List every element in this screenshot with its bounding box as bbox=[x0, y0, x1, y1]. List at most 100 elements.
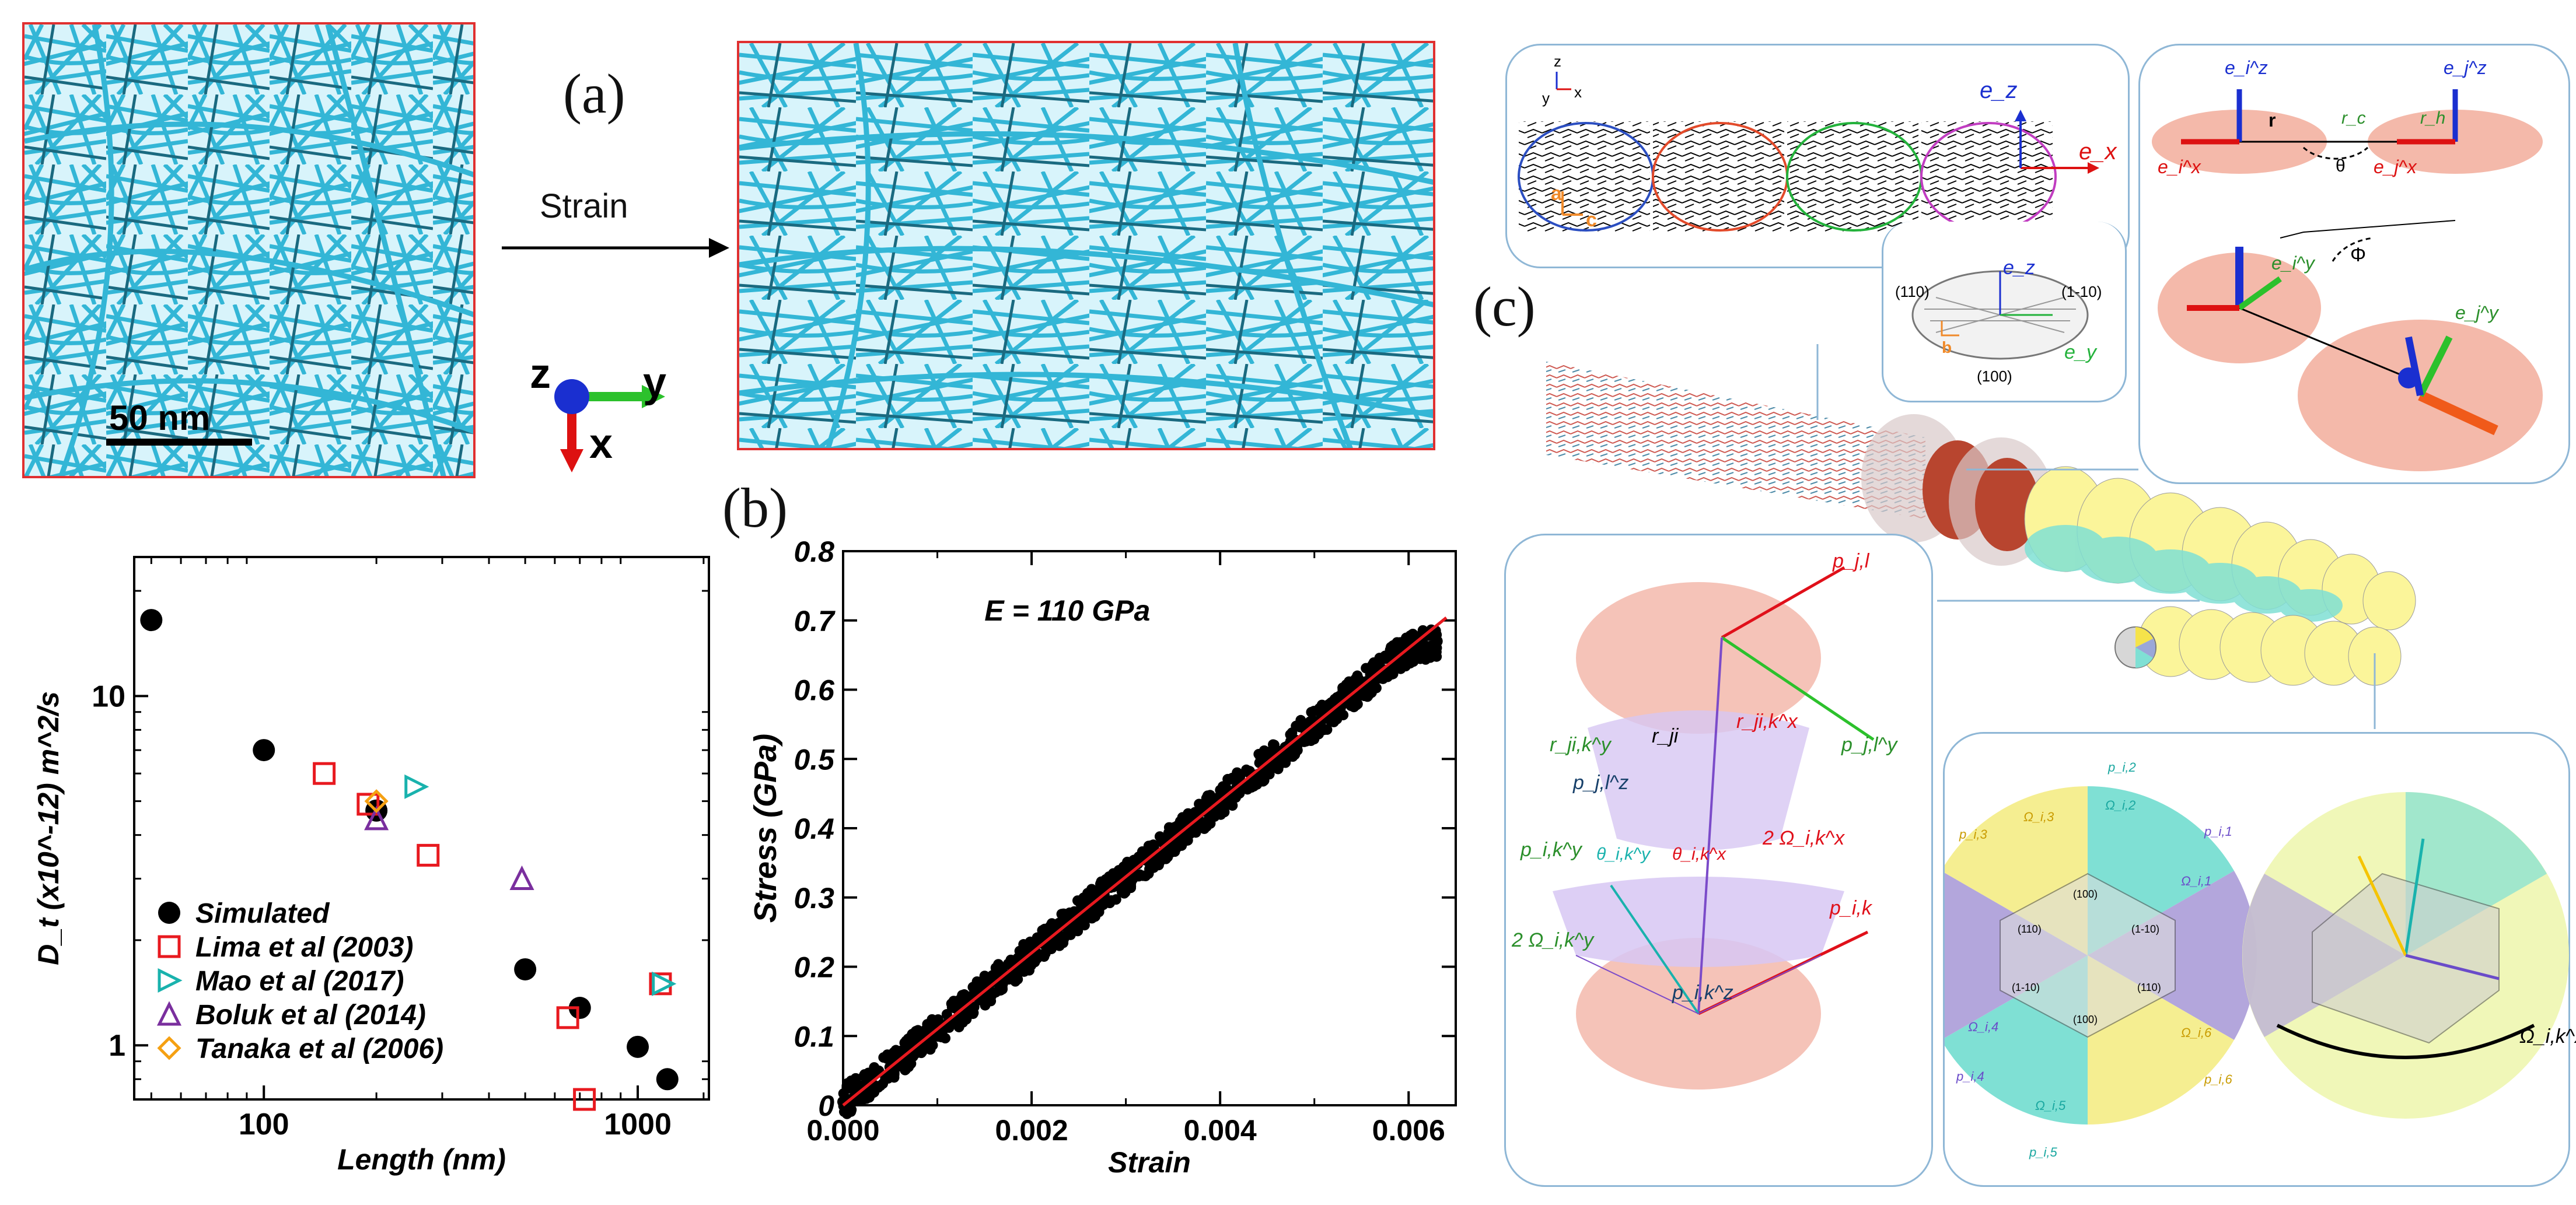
stress-data-point bbox=[1253, 748, 1264, 759]
stress-data-point bbox=[1301, 735, 1312, 747]
diffusion-legend-label: Tanaka et al (2006) bbox=[195, 1034, 443, 1064]
patch-pjl-y-label: p_j,l^y bbox=[1841, 734, 1897, 756]
stress-data-point bbox=[1065, 919, 1076, 930]
pair-ei-y-label: e_i^y bbox=[2271, 253, 2315, 274]
stress-data-point bbox=[968, 1007, 979, 1018]
stress-data-point bbox=[1411, 650, 1422, 661]
pair-r-label: r bbox=[2269, 110, 2276, 131]
pair-phi-label: Φ bbox=[2350, 244, 2367, 266]
stress-data-point bbox=[903, 1033, 914, 1044]
stress-data-point bbox=[913, 1025, 924, 1036]
pair-ei-x-label: e_i^x bbox=[2158, 156, 2201, 177]
stress-annotation: E = 110 GPa bbox=[984, 594, 1150, 627]
patch-pjl-z-label: p_j,l^z bbox=[1573, 772, 1629, 794]
stress-x-tick-label: 0.002 bbox=[995, 1114, 1068, 1147]
stress-data-point bbox=[1306, 706, 1317, 717]
wheel-label-o1: Ω_i,1 bbox=[2181, 874, 2212, 888]
axis-z-label: z bbox=[530, 351, 551, 397]
pair-ei-z-label: e_i^z bbox=[2225, 57, 2268, 78]
stress-data-point bbox=[1230, 792, 1241, 803]
wheel-omega-x-label: Ω_i,k^x bbox=[2519, 1025, 2576, 1048]
stress-data-point bbox=[1089, 911, 1100, 922]
patch-omega-x-label: 2 Ω_i,k^x bbox=[1763, 827, 1845, 849]
wheel-label-p5: p_i,5 bbox=[2029, 1145, 2057, 1160]
diffusion-point-tanaka bbox=[157, 1036, 181, 1060]
diffusion-x-tick-label: 100 bbox=[239, 1108, 289, 1141]
wheel-label-o4: Ω_i,4 bbox=[1968, 1020, 1999, 1034]
stress-strain-chart: 0.000 0.002 0.004 0.006 0 0.1 0.2 0.3 0.4 0.5 0.6 0… bbox=[748, 535, 1457, 1179]
patch-wheel-drawing bbox=[1918, 786, 2569, 1125]
diffusion-point-mao bbox=[652, 971, 677, 996]
stress-data-point bbox=[1047, 941, 1058, 952]
diffusion-y-axis-label: D_t (x10^-12) m^2/s bbox=[32, 691, 65, 965]
stress-data-point bbox=[1359, 691, 1370, 702]
stress-data-point bbox=[1395, 663, 1406, 674]
strain-arrow bbox=[502, 238, 729, 258]
stress-x-tick-label: 0.000 bbox=[806, 1114, 879, 1147]
facet-1m10-label: (1-10) bbox=[2061, 283, 2102, 300]
stress-data-point bbox=[1218, 806, 1229, 817]
coord-y-label: y bbox=[1542, 89, 1550, 107]
panel-a-label: (a) bbox=[563, 62, 625, 125]
patch-pik-label: p_i,k bbox=[1830, 897, 1872, 919]
diffusion-x-tick-label: 1000 bbox=[604, 1108, 672, 1141]
patch-interaction-panel: p_j,l p_j,l^y r_ji r_ji,k^x r_ji,k^y p_j… bbox=[1504, 534, 1933, 1187]
stress-data-point bbox=[1390, 656, 1401, 667]
diffusion-point-mao bbox=[404, 774, 429, 799]
coarse-grained-chain bbox=[1546, 344, 2416, 729]
patch-pik-y-label: p_i,k^y bbox=[1521, 839, 1582, 861]
wheel-label-p3: p_i,3 bbox=[1959, 827, 1987, 842]
stress-data-point bbox=[1128, 854, 1140, 866]
diffusion-point-simulated bbox=[656, 1068, 679, 1091]
wheel-facet-1: (100) bbox=[2073, 888, 2098, 900]
diffusion-point-lima bbox=[573, 1088, 596, 1111]
stress-y-axis-label: Stress (GPa) bbox=[748, 734, 783, 923]
stress-data-point bbox=[1241, 764, 1252, 775]
pair-ej-y-label: e_j^y bbox=[2455, 302, 2498, 323]
stress-data-point bbox=[848, 1078, 859, 1089]
stress-y-tick-label: 0.1 bbox=[794, 1020, 834, 1053]
diffusion-point-simulated bbox=[140, 609, 163, 632]
stress-data-point bbox=[1264, 769, 1275, 780]
stress-data-point bbox=[1105, 898, 1116, 909]
stress-data-point bbox=[838, 1088, 849, 1099]
stress-data-point bbox=[1329, 693, 1340, 705]
stress-x-tick-label: 0.004 bbox=[1184, 1114, 1257, 1147]
wheel-facet-3: (1-10) bbox=[2131, 923, 2160, 935]
patch-rjik-x-label: r_ji,k^x bbox=[1736, 710, 1798, 733]
stress-data-point bbox=[1222, 773, 1233, 784]
patch-interaction-drawing bbox=[1553, 566, 1875, 1090]
stress-data-point bbox=[1285, 735, 1296, 747]
stress-data-point bbox=[910, 1048, 921, 1059]
stress-data-point bbox=[845, 1106, 857, 1117]
stress-x-tick-label: 0.006 bbox=[1372, 1114, 1445, 1147]
stress-x-axis-label: Strain bbox=[1108, 1146, 1191, 1179]
stress-data-point bbox=[1039, 923, 1050, 934]
facet-100-label: (100) bbox=[1977, 367, 2012, 385]
diffusion-point-simulated bbox=[627, 1035, 649, 1058]
stress-data-point bbox=[1227, 800, 1238, 811]
diffusion-point-boluk bbox=[156, 1001, 182, 1026]
panel-c-label: (c) bbox=[1473, 275, 1536, 338]
pair-ej-z-label: e_j^z bbox=[2444, 57, 2487, 78]
stress-y-tick-label: 0.5 bbox=[794, 743, 835, 776]
diffusion-plot-frame bbox=[133, 556, 710, 1101]
section-b-label: b bbox=[1942, 338, 1952, 356]
patch-rji-label: r_ji bbox=[1652, 725, 1679, 747]
patch-pik-z-label: p_i,k^z bbox=[1672, 982, 1733, 1004]
stress-data-point bbox=[1431, 635, 1443, 647]
scale-bar-label: 50 nm bbox=[109, 398, 211, 437]
stress-data-point bbox=[932, 1014, 943, 1025]
stress-data-point bbox=[1285, 749, 1296, 761]
stress-data-point bbox=[1046, 918, 1057, 929]
panel-b-label: (b) bbox=[722, 477, 788, 539]
stress-data-point bbox=[1361, 663, 1372, 674]
stress-data-point bbox=[1387, 668, 1399, 679]
stress-data-point bbox=[1169, 846, 1180, 857]
crystal-chain-drawing bbox=[1518, 72, 2099, 232]
stress-data-point bbox=[1253, 776, 1264, 787]
stress-data-point bbox=[941, 1009, 952, 1020]
patch-rjik-y-label: r_ji,k^y bbox=[1550, 734, 1611, 756]
stress-data-point bbox=[1316, 699, 1327, 710]
axis-y-label: y bbox=[643, 359, 667, 406]
